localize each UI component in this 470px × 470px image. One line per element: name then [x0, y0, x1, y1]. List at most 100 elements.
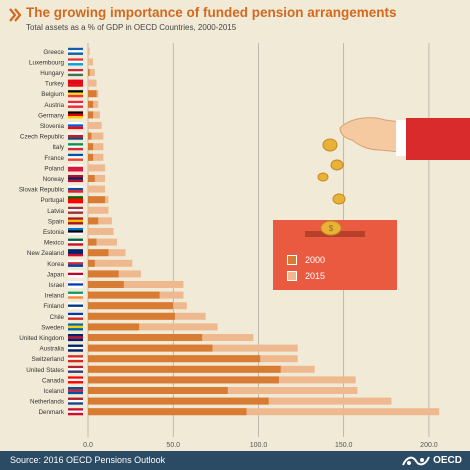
footer: Source: 2016 OECD Pensions Outlook OECD — [0, 451, 470, 470]
bar-2000 — [88, 249, 109, 257]
bar-2015 — [88, 58, 94, 66]
flag-icon — [68, 397, 83, 405]
flag-icon — [68, 387, 83, 395]
category-label: Germany — [38, 112, 65, 119]
category-label: Finland — [43, 303, 64, 310]
category-label: United States — [26, 367, 64, 374]
bar-2000 — [88, 376, 279, 384]
bar-2015 — [88, 206, 109, 214]
flag-icon — [68, 153, 83, 161]
category-label: Greece — [43, 49, 64, 56]
coin-icon — [320, 220, 342, 236]
flag-icon — [68, 196, 83, 204]
bar-2000 — [88, 334, 203, 341]
hand-coins-illustration: $ — [273, 117, 470, 290]
flag-icon — [68, 47, 83, 55]
category-label: Slovenia — [40, 123, 65, 130]
category-label: New Zealand — [27, 250, 65, 257]
coin-icon — [322, 138, 338, 152]
bar-2015 — [88, 259, 133, 267]
coin-icon — [330, 159, 344, 171]
flag-icon — [68, 291, 83, 299]
coin-icon — [317, 172, 329, 182]
flag-icon — [68, 206, 83, 214]
chart-title: The growing importance of funded pension… — [26, 5, 397, 20]
category-label: Canada — [42, 377, 65, 384]
bar-2015 — [88, 69, 95, 76]
flag-icon — [68, 344, 83, 352]
bar-2000 — [88, 196, 106, 204]
bar-2000 — [88, 175, 95, 182]
bar-chart: Greece Luxembourg Hungary Turkey Belgium Aust… — [19, 43, 470, 449]
category-label: Latvia — [47, 208, 64, 215]
flag-icon — [68, 111, 83, 119]
bar-2000 — [88, 217, 99, 225]
flag-icon — [68, 408, 83, 416]
oecd-logo-icon — [402, 456, 431, 465]
bar-2000 — [88, 312, 175, 320]
flag-icon — [68, 90, 83, 98]
bar-2015 — [88, 323, 218, 331]
bar-2015 — [88, 47, 90, 55]
bar-2000 — [88, 69, 90, 76]
flag-icon — [68, 69, 83, 77]
legend-label-2015: 2015 — [305, 271, 326, 281]
category-label: Iceland — [44, 388, 65, 395]
header: The growing importance of funded pension… — [0, 0, 470, 40]
oecd-logo: OECD — [401, 453, 462, 468]
bar-2000 — [88, 259, 95, 267]
legend-item-2015: 2015 — [287, 270, 325, 282]
bar-2000 — [88, 238, 97, 246]
x-tick-label: 50.0 — [166, 442, 180, 449]
flag-icon — [68, 355, 83, 363]
source-note: Source: 2016 OECD Pensions Outlook — [10, 455, 166, 465]
bar-2000 — [88, 90, 97, 98]
category-label: Austria — [44, 102, 64, 109]
legend: 2000 2015 — [273, 245, 357, 287]
bar-2015 — [88, 153, 104, 161]
bar-2015 — [88, 217, 112, 225]
category-label: Chile — [50, 314, 65, 321]
category-label: Turkey — [45, 81, 65, 88]
category-label: Australia — [40, 346, 65, 353]
bar-2000 — [88, 387, 228, 394]
category-label: Denmark — [38, 409, 64, 416]
coin-icon — [332, 193, 346, 205]
bar-2015 — [88, 132, 104, 140]
category-label: Switzerland — [31, 356, 64, 363]
flag-icon — [68, 100, 83, 108]
bar-2015 — [88, 122, 102, 129]
bar-2000 — [88, 365, 281, 373]
category-label: Spain — [48, 218, 65, 225]
bar-2000 — [88, 281, 124, 288]
bar-2000 — [88, 111, 94, 119]
bar-2015 — [88, 185, 106, 193]
flag-icon — [68, 312, 83, 320]
category-label: Netherlands — [30, 399, 64, 406]
x-tick-label: 0.0 — [83, 442, 93, 449]
flag-icon — [68, 365, 83, 373]
flag-icon — [68, 132, 83, 140]
category-label: Korea — [47, 261, 64, 268]
flag-icon — [68, 259, 83, 267]
bar-2015 — [88, 79, 97, 87]
bar-2000 — [88, 344, 213, 352]
flag-icon — [68, 79, 83, 87]
flag-icon — [68, 58, 83, 66]
category-label: Belgium — [41, 91, 64, 98]
legend-label-2000: 2000 — [305, 255, 326, 265]
chart-subtitle: Total assets as a % of GDP in OECD Count… — [26, 23, 237, 32]
bar-2000 — [88, 291, 160, 299]
bar-2015 — [88, 228, 114, 235]
legend-swatch-2015 — [287, 271, 297, 281]
flag-icon — [68, 238, 83, 246]
flag-icon — [68, 270, 83, 278]
x-tick-label: 100.0 — [250, 442, 268, 449]
bar-2000 — [88, 143, 94, 151]
flag-icon — [68, 175, 83, 183]
hand-icon — [339, 117, 401, 153]
bar-2000 — [88, 397, 269, 405]
bar-2000 — [88, 323, 140, 331]
x-tick-label: 200.0 — [420, 442, 438, 449]
category-label: Israel — [49, 282, 64, 289]
